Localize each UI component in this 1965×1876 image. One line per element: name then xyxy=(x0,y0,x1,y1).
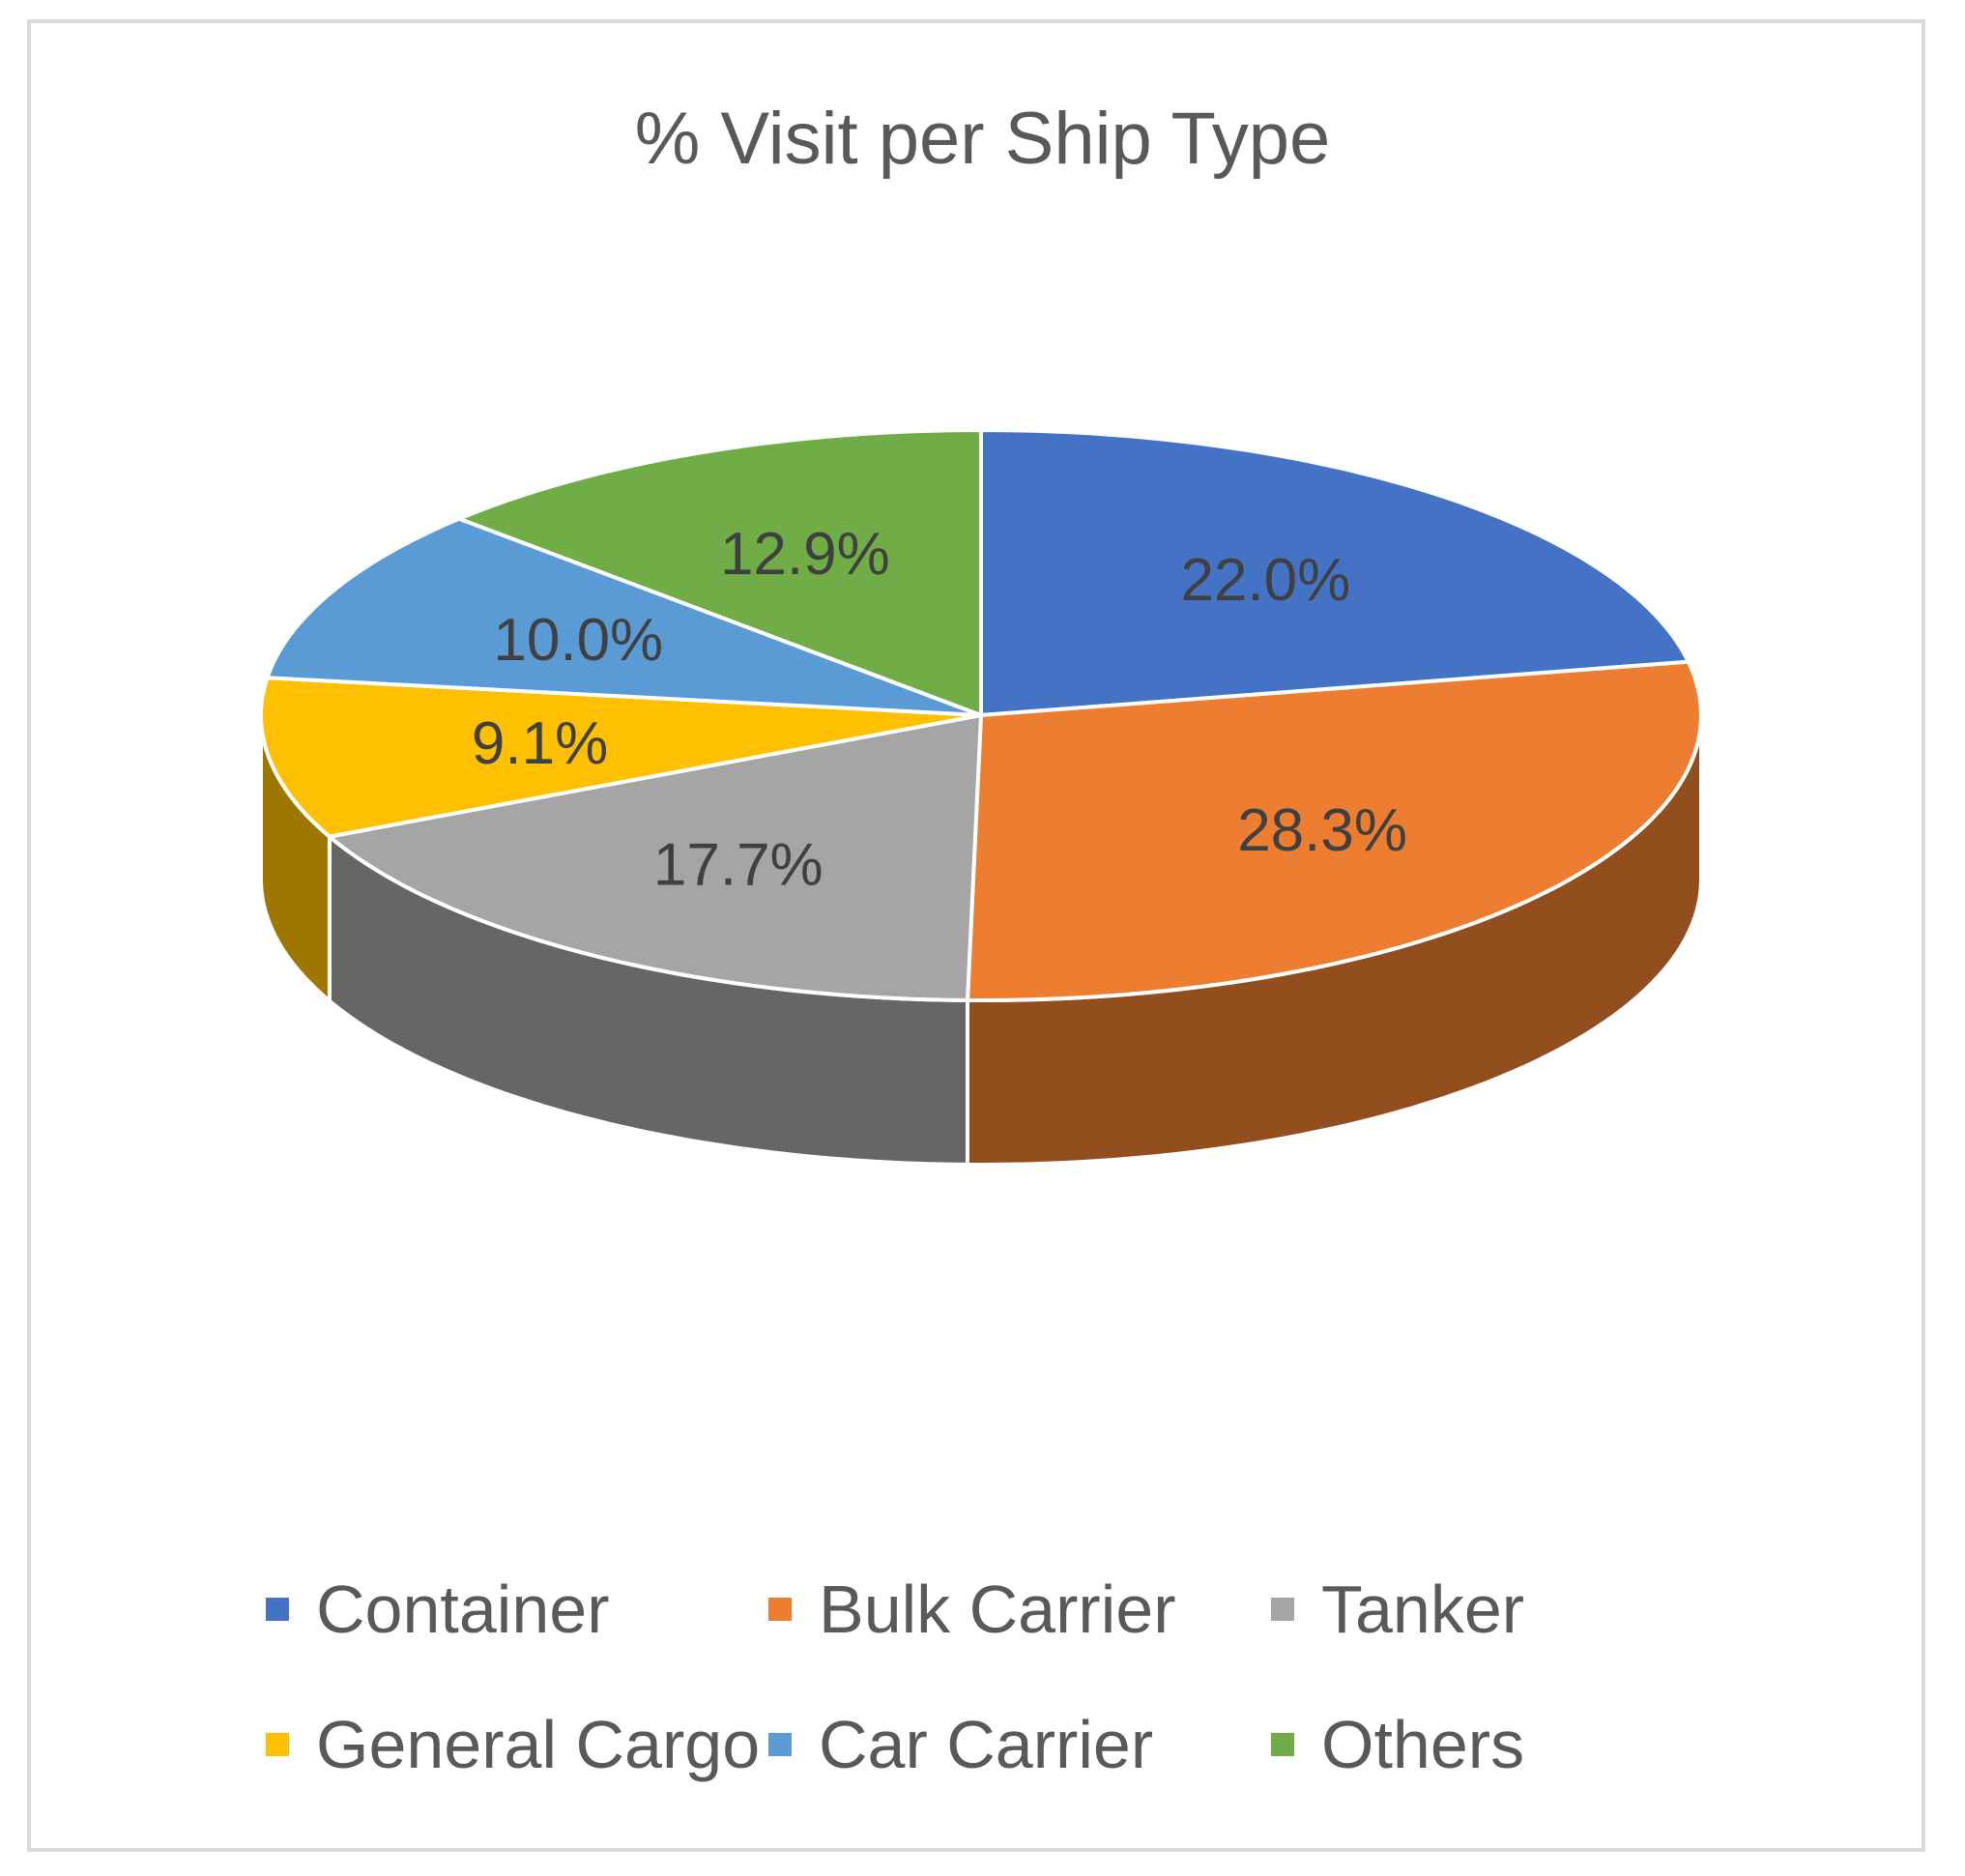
legend-label: Car Carrier xyxy=(819,1707,1154,1782)
legend-item-container: Container xyxy=(266,1571,610,1648)
pie-slice-general-cargo xyxy=(259,676,983,839)
legend-item-others: Others xyxy=(1271,1706,1524,1783)
legend-swatch xyxy=(1271,1598,1294,1621)
legend-swatch xyxy=(266,1598,289,1621)
legend-swatch xyxy=(266,1733,289,1756)
data-label-car-carrier: 10.0% xyxy=(493,607,663,674)
pie-slice-others xyxy=(457,428,983,717)
chart-title: % Visit per Ship Type xyxy=(634,98,1331,180)
pie-slice-container xyxy=(979,428,1690,717)
legend-label: Tanker xyxy=(1321,1572,1525,1647)
data-label-container: 22.0% xyxy=(1180,547,1350,614)
data-label-others: 12.9% xyxy=(720,521,890,588)
legend-item-car-carrier: Car Carrier xyxy=(768,1706,1153,1783)
data-label-tanker: 17.7% xyxy=(653,832,824,899)
data-label-bulk-carrier: 28.3% xyxy=(1237,797,1407,864)
pie-slice-tanker xyxy=(327,713,983,1002)
pie-label-layer: 22.0% 28.3% 17.7% 9.1% 10.0% 12.9% xyxy=(472,521,1407,899)
legend-item-general-cargo: General Cargo xyxy=(266,1706,760,1783)
legend-label: Others xyxy=(1321,1707,1525,1782)
legend-swatch xyxy=(1271,1733,1294,1756)
pie-slice-car-carrier xyxy=(265,516,983,717)
pie-top-layer xyxy=(259,428,1703,1002)
legend-label: Container xyxy=(316,1572,610,1647)
legend-label: Bulk Carrier xyxy=(819,1572,1176,1647)
legend-item-bulk-carrier: Bulk Carrier xyxy=(768,1571,1176,1648)
legend-label: General Cargo xyxy=(316,1707,761,1782)
legend-item-tanker: Tanker xyxy=(1271,1571,1524,1648)
legend-swatch xyxy=(768,1598,792,1621)
legend-swatch xyxy=(768,1733,792,1756)
pie-slice-bulk-carrier xyxy=(966,659,1703,1002)
data-label-general-cargo: 9.1% xyxy=(472,710,608,777)
